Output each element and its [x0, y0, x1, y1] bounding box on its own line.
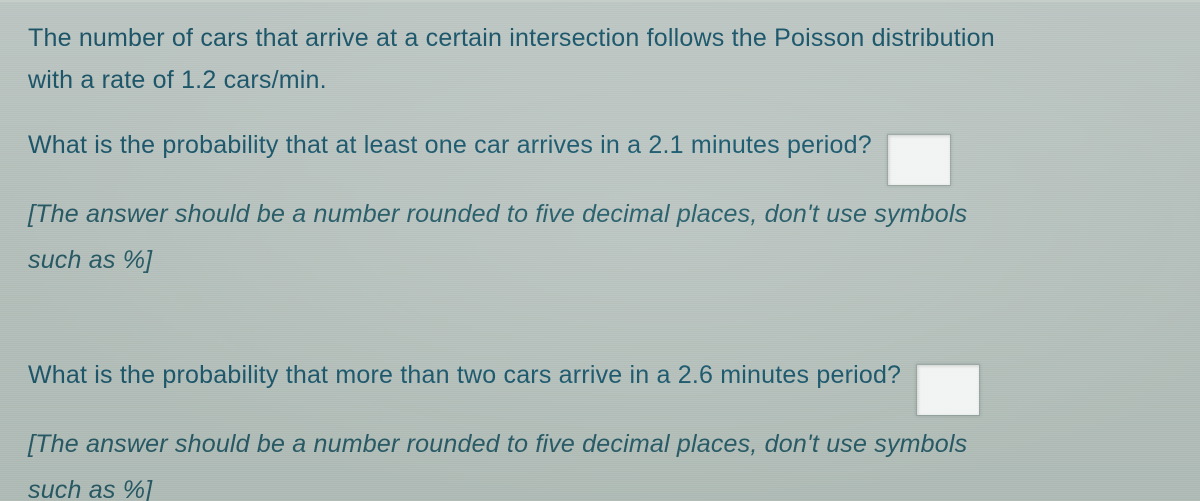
question-panel: The number of cars that arrive at a cert…: [0, 0, 1200, 501]
question-1-hint-line-1: [The answer should be a number rounded t…: [28, 196, 1172, 232]
question-1-hint-line-2: such as %]: [28, 242, 1172, 278]
intro-line-1: The number of cars that arrive at a cert…: [28, 20, 1172, 56]
question-2-text: What is the probability that more than t…: [28, 361, 901, 389]
question-2-hint-line-2: such as %]: [28, 472, 1172, 501]
intro-line-2: with a rate of 1.2 cars/min.: [28, 62, 1172, 98]
answer-input-1[interactable]: [887, 134, 951, 186]
question-2-hint-line-1: [The answer should be a number rounded t…: [28, 426, 1172, 462]
question-1: What is the probability that at least on…: [28, 127, 1172, 187]
question-1-text: What is the probability that at least on…: [28, 131, 872, 159]
answer-input-2[interactable]: [916, 364, 980, 416]
question-2: What is the probability that more than t…: [28, 357, 1172, 417]
spacer: [28, 287, 1172, 329]
